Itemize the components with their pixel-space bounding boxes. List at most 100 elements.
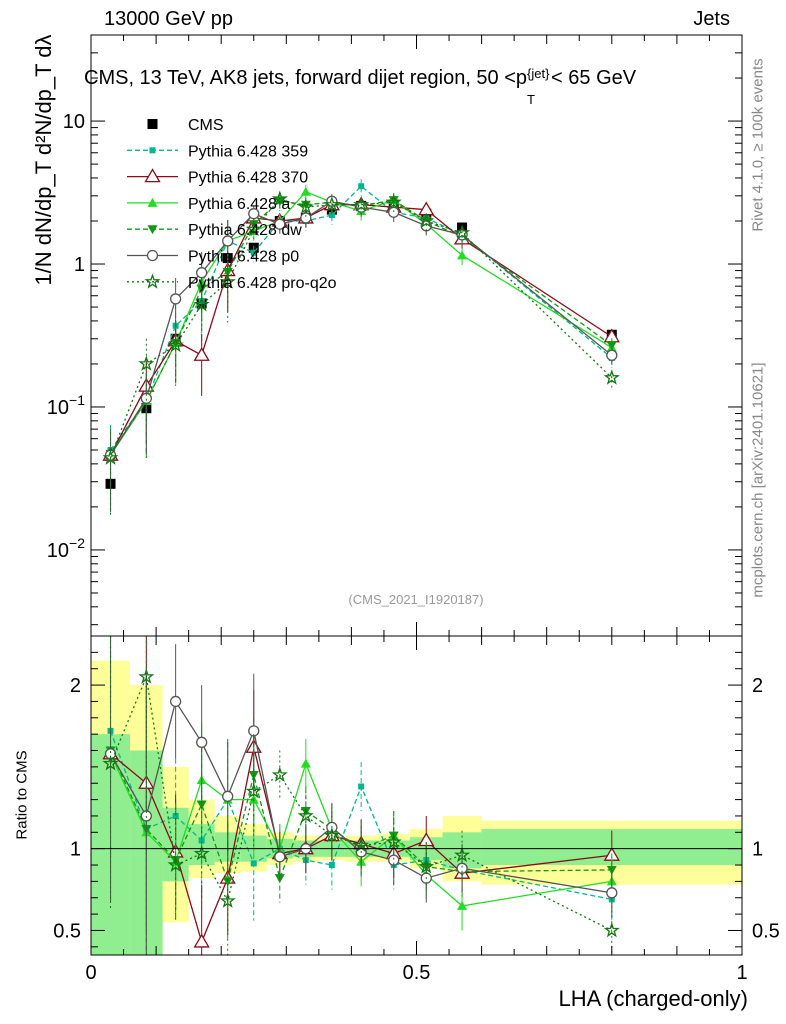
legend: CMS Pythia 6.428 359 Pythia 6.428 370 Pythi… — [127, 117, 337, 292]
ratio-point-pythia-6-428-pro-q2o-2 — [167, 856, 184, 872]
ratio-ytick-label-left-2: 2 — [70, 675, 81, 697]
ratio-point-pythia-6-428-dw-4 — [222, 877, 233, 887]
main-ytick-label-3: 10 — [63, 111, 85, 133]
main-point-pythia-6-428-pro-q2o-5 — [245, 220, 262, 237]
main-line-pythia-6-428-a — [109, 191, 613, 456]
main-point-pythia-6-428-pro-q2o-9 — [353, 196, 370, 212]
ratio-point-pythia-6-428-a-12 — [457, 900, 468, 910]
ratio-ytick-label-right-2: 2 — [752, 675, 763, 697]
ratio-point-pythia-6-428-359-9 — [358, 783, 365, 790]
main-point-pythia-6-428-p0-6 — [274, 218, 286, 230]
main-series-group — [102, 179, 620, 515]
main-point-pythia-6-428-359-5 — [250, 249, 257, 256]
main-point-pythia-6-428-359-9 — [358, 183, 365, 190]
xtick-label-1: 0.5 — [403, 962, 431, 984]
main-point-pythia-6-428-370-3 — [193, 346, 210, 361]
xtick-label-0: 0 — [85, 962, 96, 984]
legend-label-pythia-6-428-pro-q2o: Pythia 6.428 pro-q2o — [188, 275, 337, 292]
ratio-point-pythia-6-428-359-3 — [198, 837, 205, 844]
ratio-line-pythia-6-428-a — [109, 753, 612, 907]
header-left-label: 13000 GeV pp — [104, 8, 233, 30]
main-point-pythia-6-428-pro-q2o-4 — [219, 273, 236, 289]
main-point-pythia-6-428-a-12 — [457, 250, 468, 260]
main-point-pythia-6-428-p0-1 — [140, 392, 152, 404]
plot-title-tail: < 65 GeV — [551, 67, 637, 89]
ratio-point-pythia-6-428-pro-q2o-12 — [454, 846, 471, 863]
legend-marker-pythia-6-428-a — [147, 197, 158, 207]
legend-label-cms: CMS — [188, 117, 224, 134]
mcplots-label: mcplots.cern.ch [arXiv:2401.10621] — [749, 362, 767, 598]
main-point-pythia-6-428-pro-q2o-7 — [297, 198, 314, 215]
ratio-point-pythia-6-428-pro-q2o-8 — [323, 827, 341, 843]
ratio-point-pythia-6-428-pro-q2o-11 — [418, 858, 435, 874]
legend-marker-pythia-6-428-pro-q2o — [144, 273, 161, 289]
main-point-pythia-6-428-pro-q2o-8 — [323, 196, 341, 212]
ratio-y-axis-label: Ratio to CMS — [13, 750, 31, 840]
ratio-point-pythia-6-428-pro-q2o-10 — [385, 833, 402, 850]
ratio-point-pythia-6-428-pro-q2o-9 — [353, 836, 370, 853]
ratio-ytick-label-right-1: 1 — [752, 839, 763, 861]
plot-title-text: CMS, 13 TeV, AK8 jets, forward dijet reg… — [84, 67, 528, 89]
main-line-pythia-6-428-p0 — [109, 200, 613, 456]
main-line-pythia-6-428-pro-q2o — [109, 198, 613, 459]
ratio-point-pythia-6-428-pro-q2o-0 — [102, 755, 119, 771]
main-point-pythia-6-428-pro-q2o-1 — [138, 355, 155, 371]
legend-label-pythia-6-428-p0: Pythia 6.428 p0 — [188, 249, 299, 266]
ratio-ytick-label-left-0: 0.5 — [53, 920, 81, 942]
main-point-pythia-6-428-pro-q2o-0 — [102, 449, 119, 465]
plot-title-sup: {jet} — [527, 66, 550, 81]
ratio-point-pythia-6-428-a-7 — [300, 758, 311, 768]
main-point-pythia-6-428-p0-7 — [300, 212, 312, 224]
legend-marker-pythia-6-428-370 — [144, 168, 161, 183]
legend-marker-pythia-6-428-359 — [149, 147, 156, 154]
main-point-pythia-6-428-p0-2 — [169, 293, 182, 305]
legend-label-pythia-6-428-dw: Pythia 6.428 dw — [188, 222, 302, 239]
main-ytick-label-2: 1 — [74, 254, 85, 276]
main-point-pythia-6-428-a-7 — [300, 186, 311, 196]
ratio-point-pythia-6-428-359-8 — [328, 862, 335, 869]
main-point-pythia-6-428-pro-q2o-10 — [385, 193, 402, 210]
analysis-id: (CMS_2021_I1920187) — [348, 592, 484, 607]
ratio-point-pythia-6-428-pro-q2o-1 — [138, 668, 155, 684]
main-ytick-label-0: 10−2 — [47, 535, 85, 562]
main-point-pythia-6-428-359-8 — [328, 212, 335, 219]
legend-marker-pythia-6-428-dw — [147, 225, 158, 235]
main-y-axis-label: 1/N dN/dp_T d²N/dp_T dλ — [31, 34, 56, 286]
main-point-pythia-6-428-p0-8 — [326, 195, 338, 207]
ratio-point-pythia-6-428-p0-10 — [388, 854, 400, 866]
main-point-pythia-6-428-p0-13 — [606, 349, 618, 361]
ratio-point-pythia-6-428-p0-4 — [222, 790, 234, 802]
header-right-label: Jets — [693, 8, 730, 30]
ratio-point-pythia-6-428-p0-13 — [606, 887, 618, 899]
legend-label-pythia-6-428-359: Pythia 6.428 359 — [188, 143, 308, 160]
ratio-point-pythia-6-428-359-5 — [250, 860, 257, 867]
legend-label-pythia-6-428-370: Pythia 6.428 370 — [188, 170, 308, 187]
main-line-pythia-6-428-dw — [109, 199, 613, 455]
main-point-pythia-6-428-pro-q2o-12 — [454, 224, 471, 240]
main-point-pythia-6-428-pro-q2o-6 — [271, 190, 288, 206]
ratio-point-pythia-6-428-pro-q2o-13 — [603, 921, 620, 938]
ratio-point-pythia-6-428-pro-q2o-3 — [193, 845, 210, 861]
ratio-series-group — [102, 636, 620, 955]
ratio-point-pythia-6-428-pro-q2o-4 — [219, 892, 236, 908]
legend-marker-cms — [147, 119, 158, 129]
ratio-point-pythia-6-428-dw-2 — [170, 856, 181, 866]
ratio-ytick-label-left-1: 1 — [70, 839, 81, 861]
ratio-point-pythia-6-428-370-3 — [193, 933, 210, 948]
main-point-pythia-6-428-pro-q2o-13 — [603, 369, 620, 385]
ratio-point-pythia-6-428-p0-1 — [140, 810, 152, 822]
main-point-pythia-6-428-p0-3 — [196, 267, 208, 279]
main-point-pythia-6-428-pro-q2o-3 — [193, 296, 210, 312]
main-point-pythia-6-428-dw-13 — [606, 341, 617, 351]
ratio-point-pythia-6-428-pro-q2o-7 — [297, 807, 314, 823]
plot-title-sub: T — [527, 92, 535, 107]
rivet-version-label: Rivet 4.1.0, ≥ 100k events — [749, 58, 767, 232]
ratio-uncertainty-bands — [91, 660, 742, 955]
main-line-pythia-6-428-370 — [109, 204, 613, 456]
plot-title: CMS, 13 TeV, AK8 jets, forward dijet reg… — [84, 66, 637, 107]
ratio-point-pythia-6-428-p0-3 — [196, 736, 208, 748]
main-point-pythia-6-428-p0-5 — [248, 208, 260, 220]
main-ytick-label-1: 10−1 — [47, 392, 85, 419]
ratio-point-pythia-6-428-p0-2 — [169, 695, 182, 708]
